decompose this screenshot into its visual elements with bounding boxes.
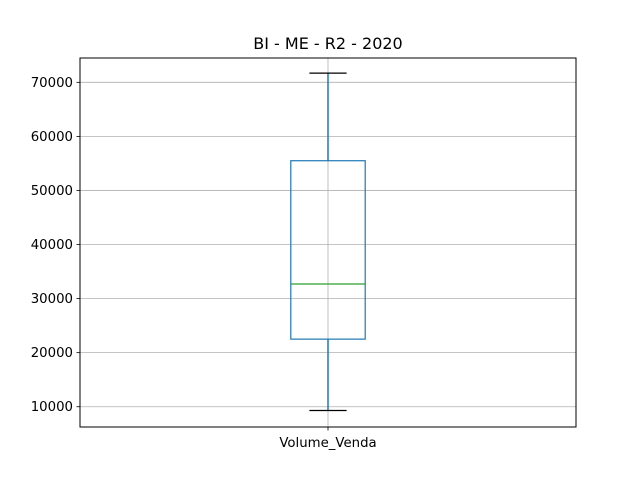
boxes xyxy=(290,72,366,412)
x-axis-ticks: Volume_Venda xyxy=(279,427,377,451)
iqr-box xyxy=(290,160,366,340)
y-tick-label: 10000 xyxy=(31,400,73,415)
y-axis-ticks: 10000 20000 30000 40000 50000 60000 70000 xyxy=(31,76,80,415)
box-Volume_Venda xyxy=(290,72,366,412)
plot-frame xyxy=(79,57,577,428)
y-tick-label: 60000 xyxy=(31,130,73,145)
y-tick-label: 70000 xyxy=(31,76,73,91)
y-tick-label: 20000 xyxy=(31,346,73,361)
chart-title: BI - ME - R2 - 2020 xyxy=(253,34,402,53)
y-tick-label: 40000 xyxy=(31,238,73,253)
y-tick-label: 50000 xyxy=(31,184,73,199)
y-tick-label: 30000 xyxy=(31,292,73,307)
x-tick-label: Volume_Venda xyxy=(279,436,376,451)
